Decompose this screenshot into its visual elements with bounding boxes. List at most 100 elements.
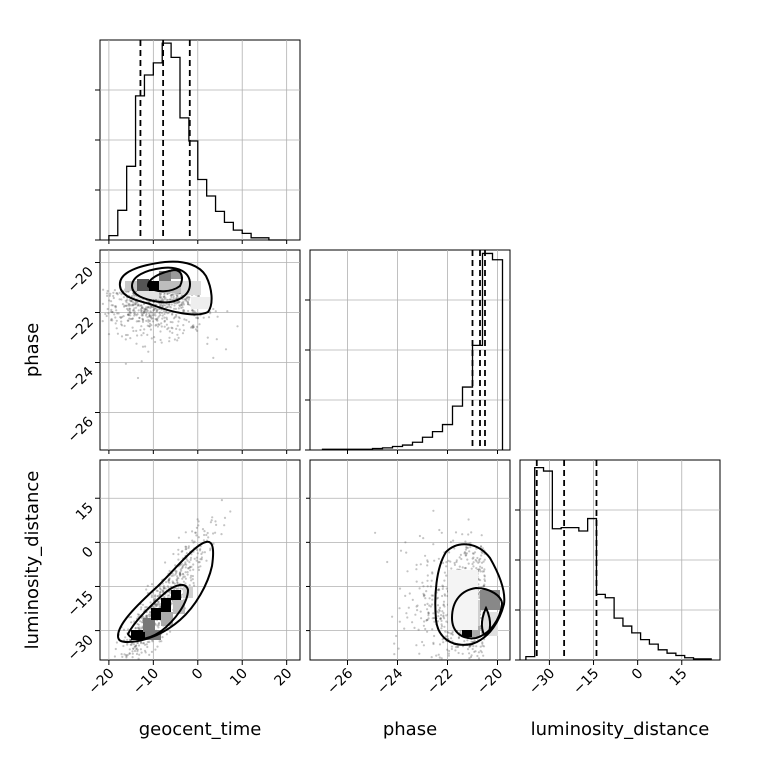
sample-point [160,311,164,314]
sample-point [209,547,212,550]
sample-point [393,653,396,656]
sample-point [178,328,181,331]
sample-point [170,303,173,306]
sample-point [156,309,159,312]
sample-point [428,604,431,607]
sample-point [166,585,169,588]
sample-point [164,561,167,564]
sample-point [128,652,131,655]
sample-point [435,654,438,657]
sample-point [187,567,190,570]
panel-distance-vs-phase [309,459,511,661]
sample-point [163,298,166,301]
sample-point [453,547,456,550]
sample-point [432,641,435,644]
sample-point [167,579,170,582]
sample-point [151,314,154,317]
sample-point [196,552,199,555]
sample-point [483,575,486,578]
sample-point [447,652,450,655]
sample-point [136,304,139,307]
ytick-label-phase-3: −20 [65,264,97,296]
sample-point [477,593,480,596]
density-bin [159,271,171,281]
sample-point [124,333,128,337]
sample-point [140,360,143,363]
sample-point [158,621,161,625]
sample-point [470,654,473,657]
sample-point [144,309,147,312]
xtick-label-geocent_time-4: 20 [272,666,296,690]
sample-point [177,587,180,590]
sample-point [185,298,188,301]
sample-point [141,317,144,320]
sample-point [191,325,194,328]
sample-point [448,551,451,554]
sample-point [411,621,414,624]
sample-point [145,615,149,618]
sample-point [436,596,440,600]
sample-point [190,565,193,569]
sample-point [442,604,445,607]
sample-point [479,616,482,620]
sample-point [451,630,454,634]
sample-point [125,298,129,302]
sample-point [134,302,137,305]
sample-point [427,612,430,615]
sample-point [141,318,144,321]
sample-point [215,523,218,527]
sample-point [447,559,450,562]
sample-point [120,324,124,327]
sample-point [437,557,440,560]
sample-point [180,303,183,306]
contour-level-0 [118,260,213,316]
sample-point [406,570,409,573]
sample-point [128,652,131,655]
sample-point [115,327,118,330]
sample-point [142,311,145,314]
sample-point [117,312,120,315]
sample-point [156,589,159,593]
sample-point [168,303,171,306]
sample-point [163,296,166,299]
sample-point [188,296,191,299]
sample-point [136,648,139,651]
sample-point [133,645,136,648]
sample-point [181,332,185,335]
sample-point [449,560,452,563]
sample-point [145,643,148,646]
sample-point [140,334,143,337]
sample-point [461,652,464,655]
xtick-label-geocent_time-2: 0 [189,666,207,684]
sample-point [187,320,191,323]
sample-point [438,609,441,613]
sample-point [449,540,452,544]
sample-point [135,314,138,317]
sample-point [465,552,468,555]
sample-point [482,585,485,588]
xtick-label-geocent_time-1: −10 [130,666,162,698]
sample-point [448,649,451,653]
scatter-points [101,286,487,660]
sample-point [180,303,183,306]
sample-point [151,320,155,323]
sample-point [468,645,471,649]
sample-point [147,613,150,616]
sample-point [152,308,155,311]
sample-point [444,635,447,638]
sample-point [131,317,134,320]
sample-point [446,635,449,638]
sample-point [134,313,137,316]
sample-point [169,298,172,301]
sample-point [141,313,144,316]
sample-point [178,304,181,307]
sample-point [145,311,148,314]
sample-point [136,622,139,626]
sample-point [162,295,165,298]
sample-point [181,572,184,575]
sample-point [192,581,195,585]
sample-point [437,653,440,656]
sample-point [135,342,138,345]
sample-point [127,313,130,316]
sample-point [438,608,441,611]
